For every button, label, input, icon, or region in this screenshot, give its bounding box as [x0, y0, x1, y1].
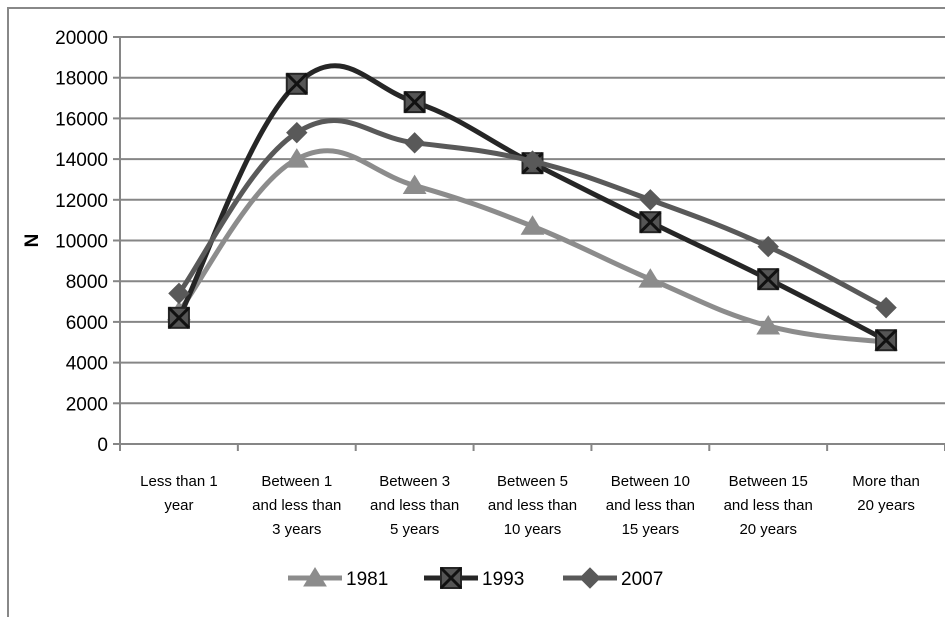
data-point — [402, 174, 427, 195]
x-tick-label: Between 5 and less than 10 years — [488, 473, 577, 538]
y-tick-label: 0 — [97, 435, 108, 456]
legend-label: 2007 — [621, 569, 663, 590]
series-lines — [167, 63, 898, 352]
data-point — [638, 268, 663, 288]
x-tick-label: Between 10 and less than 15 years — [606, 473, 695, 538]
legend: 1981 1993 2007 — [288, 566, 663, 590]
y-tick-label: 16000 — [55, 109, 108, 130]
legend-label: 1993 — [482, 569, 524, 590]
y-tick-label: 12000 — [55, 191, 108, 212]
data-point — [520, 215, 545, 235]
data-point — [639, 189, 662, 211]
x-tick-labels: Less than 1 year Between 1 and less than 3 y… — [140, 473, 920, 538]
legend-marker — [439, 566, 463, 590]
data-point — [756, 315, 781, 335]
y-tick-label: 18000 — [55, 69, 108, 90]
data-point — [757, 235, 779, 258]
legend-marker — [579, 567, 601, 589]
y-tick-label: 10000 — [55, 232, 108, 253]
data-point — [168, 282, 190, 305]
x-tick-label: Between 15 and less than 20 years — [724, 473, 813, 538]
gridlines — [120, 36, 945, 405]
data-point — [285, 72, 308, 95]
y-tick-labels: 0 2000 4000 6000 8000 10000 12000 14000 16000 180… — [55, 28, 108, 456]
series-1993 — [167, 63, 898, 352]
series-line — [176, 148, 887, 345]
series-2007 — [168, 118, 897, 319]
y-axis-title: N — [22, 234, 43, 248]
x-tick-label: More than 20 years — [852, 473, 920, 514]
x-tick-label: Between 3 and less than 5 years — [370, 473, 459, 538]
data-point — [875, 296, 897, 319]
series-line — [176, 118, 888, 310]
axes — [113, 36, 945, 451]
data-point — [403, 91, 426, 114]
y-tick-label: 6000 — [66, 313, 108, 334]
data-point — [639, 211, 662, 234]
legend-marker — [303, 567, 327, 587]
legend-label: 1981 — [346, 569, 388, 590]
data-point — [284, 148, 309, 168]
y-tick-label: 20000 — [55, 28, 108, 49]
series-line — [176, 63, 888, 343]
legend-item-2007: 2007 — [563, 567, 663, 590]
x-tick-label: Between 1 and less than 3 years — [252, 473, 341, 538]
y-tick-label: 14000 — [55, 150, 108, 171]
y-tick-label: 2000 — [66, 394, 108, 415]
data-point — [521, 150, 544, 172]
data-point — [757, 268, 780, 291]
data-point — [403, 132, 426, 154]
series-1981 — [167, 148, 898, 351]
chart-frame — [7, 7, 945, 617]
legend-item-1981: 1981 — [288, 567, 388, 590]
legend-item-1993: 1993 — [424, 566, 524, 590]
data-point — [167, 306, 190, 329]
y-tick-label: 4000 — [66, 354, 108, 375]
data-point — [875, 329, 898, 352]
data-point — [286, 121, 308, 144]
y-tick-label: 8000 — [66, 272, 108, 293]
x-tick-label: Less than 1 year — [140, 473, 218, 514]
